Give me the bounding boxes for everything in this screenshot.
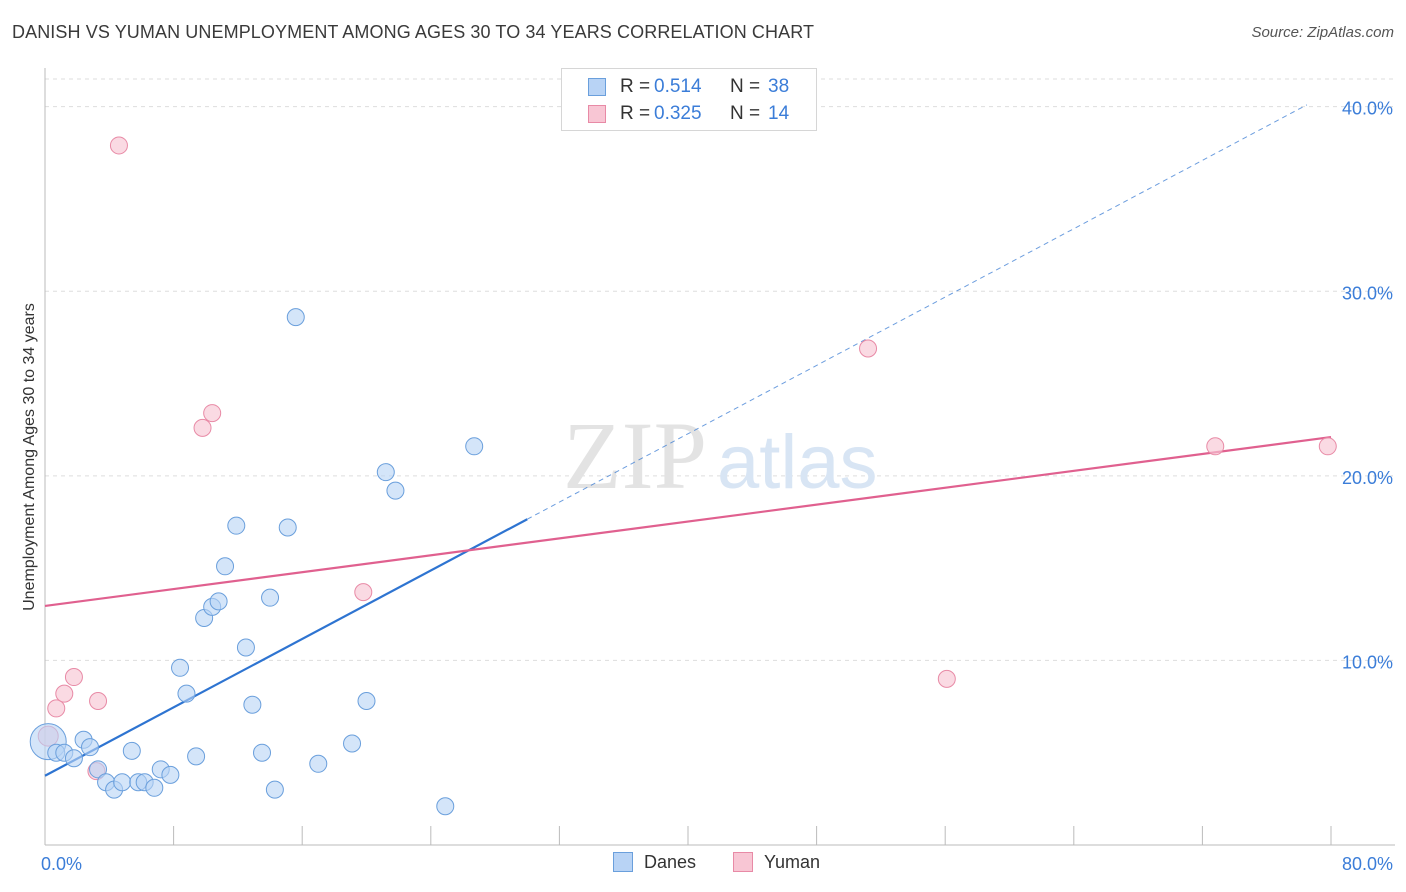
watermark-atlas: atlas [717,420,878,505]
danes-r-label: R = [620,76,651,97]
y-tick-label: 40.0% [1342,99,1393,119]
danes-point [309,754,328,773]
danes-point [265,780,284,799]
danes-point [253,743,272,762]
axes [44,68,1395,846]
danes-point [261,588,280,607]
danes-point [113,773,132,792]
danes-point [376,463,395,482]
watermark: ZIP atlas [563,402,878,509]
danes-point [177,684,196,703]
x-tick-label: 80.0% [1342,854,1393,874]
stats-legend: R = 0.514 N = 38 R = 0.325 N = 14 [561,68,817,131]
yuman-n-value: 14 [768,103,790,124]
danes-n-value: 38 [768,76,790,97]
danes-point [243,695,262,714]
bottom-yuman-label: Yuman [764,852,821,872]
danes-point [386,481,405,500]
yuman-point [203,404,222,423]
tick-labels: 10.0% 20.0% 30.0% 40.0% 0.0% 80.0% [41,99,1393,874]
danes-trend-line [44,518,528,777]
chart-title: DANISH VS YUMAN UNEMPLOYMENT AMONG AGES … [12,22,815,42]
danes-point [357,692,376,711]
danes-point [465,437,484,456]
yuman-point [109,136,128,155]
y-tick-label: 10.0% [1342,652,1393,672]
danes-point [145,778,164,797]
yuman-point [937,669,956,688]
yuman-n-label: N = [730,103,761,124]
danes-point [343,734,362,753]
danes-swatch [588,78,606,96]
danes-point [171,658,190,677]
watermark-zip: ZIP [563,402,707,509]
yuman-point [354,583,373,602]
danes-point [161,765,180,784]
yuman-point [64,668,83,687]
danes-point [436,797,455,816]
danes-trend-line-extension [527,104,1308,520]
trend-lines [44,104,1332,777]
danes-r-value: 0.514 [654,76,702,97]
yuman-point [1318,437,1337,456]
danes-point [209,592,228,611]
danes-point [64,749,83,768]
yuman-swatch [588,105,606,123]
yuman-point [1206,437,1225,456]
danes-point [278,518,297,537]
yuman-r-value: 0.325 [654,103,702,124]
danes-point [216,557,235,576]
yuman-point [193,418,212,437]
yuman-trend-line [44,435,1332,608]
bottom-yuman-swatch [733,852,753,872]
data-points [29,136,1337,816]
danes-n-label: N = [730,76,761,97]
danes-point [89,760,108,779]
yuman-point [89,692,108,711]
danes-point [81,738,100,757]
y-tick-label: 20.0% [1342,468,1393,488]
danes-point [286,308,305,327]
danes-point [122,741,141,760]
source-label: Source: ZipAtlas.com [1251,24,1394,41]
y-tick-label: 30.0% [1342,283,1393,303]
danes-point [187,747,206,766]
bottom-danes-swatch [613,852,633,872]
yuman-r-label: R = [620,103,651,124]
gridlines [45,78,1395,661]
danes-point [227,516,246,535]
yuman-point [47,699,66,718]
yuman-point [859,339,878,358]
bottom-danes-label: Danes [644,852,697,872]
x-tick-label: 0.0% [41,854,82,874]
yuman-point [55,684,74,703]
danes-point [236,638,255,657]
